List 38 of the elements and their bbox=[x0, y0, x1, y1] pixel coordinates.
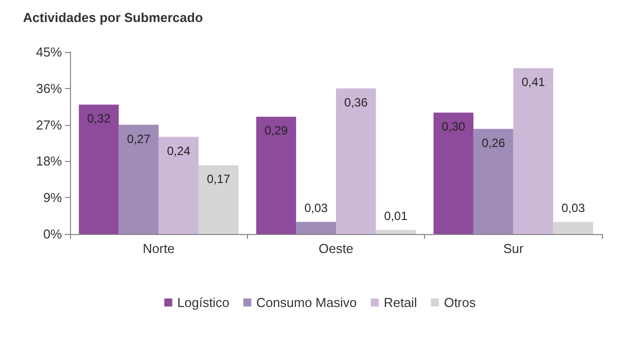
data-label: 0,03 bbox=[304, 200, 328, 215]
y-tick-label: 27% bbox=[36, 117, 62, 132]
x-tick-label: Oeste bbox=[318, 241, 354, 256]
data-label: 0,03 bbox=[562, 200, 586, 215]
bar bbox=[473, 128, 514, 234]
bar bbox=[118, 124, 159, 234]
bar bbox=[158, 136, 199, 234]
y-tick-label: 36% bbox=[36, 80, 62, 96]
data-label: 0,30 bbox=[442, 120, 466, 134]
data-label: 0,29 bbox=[264, 124, 288, 138]
data-label: 0,36 bbox=[344, 95, 368, 110]
legend-label: Retail bbox=[384, 295, 418, 310]
bar bbox=[256, 116, 296, 234]
y-tick-label: 0% bbox=[43, 226, 62, 242]
legend-label: Otros bbox=[444, 295, 476, 310]
data-label: 0,32 bbox=[87, 112, 111, 126]
bar bbox=[198, 165, 238, 234]
y-tick-label: 45% bbox=[36, 44, 62, 60]
y-tick-label: 18% bbox=[36, 154, 62, 169]
x-tick-label: Norte bbox=[142, 241, 175, 256]
data-label: 0,26 bbox=[482, 136, 506, 150]
legend-label: Consumo Masivo bbox=[256, 295, 357, 310]
bar bbox=[78, 104, 119, 234]
bar bbox=[513, 68, 554, 234]
data-label: 0,24 bbox=[166, 144, 191, 158]
legend-label: Logístico bbox=[177, 295, 230, 310]
data-label: 0,27 bbox=[127, 132, 151, 146]
y-tick-label: 9% bbox=[43, 190, 62, 206]
bar bbox=[434, 112, 474, 234]
data-label: 0,17 bbox=[206, 172, 231, 186]
data-label: 0,41 bbox=[522, 75, 546, 90]
bar bbox=[376, 230, 416, 234]
bar bbox=[553, 222, 594, 234]
chart-title: Actividades por Submercado bbox=[23, 10, 203, 25]
bar bbox=[296, 222, 336, 234]
data-label: 0,01 bbox=[384, 208, 408, 223]
bar bbox=[336, 88, 376, 234]
x-tick-label: Sur bbox=[503, 241, 524, 256]
